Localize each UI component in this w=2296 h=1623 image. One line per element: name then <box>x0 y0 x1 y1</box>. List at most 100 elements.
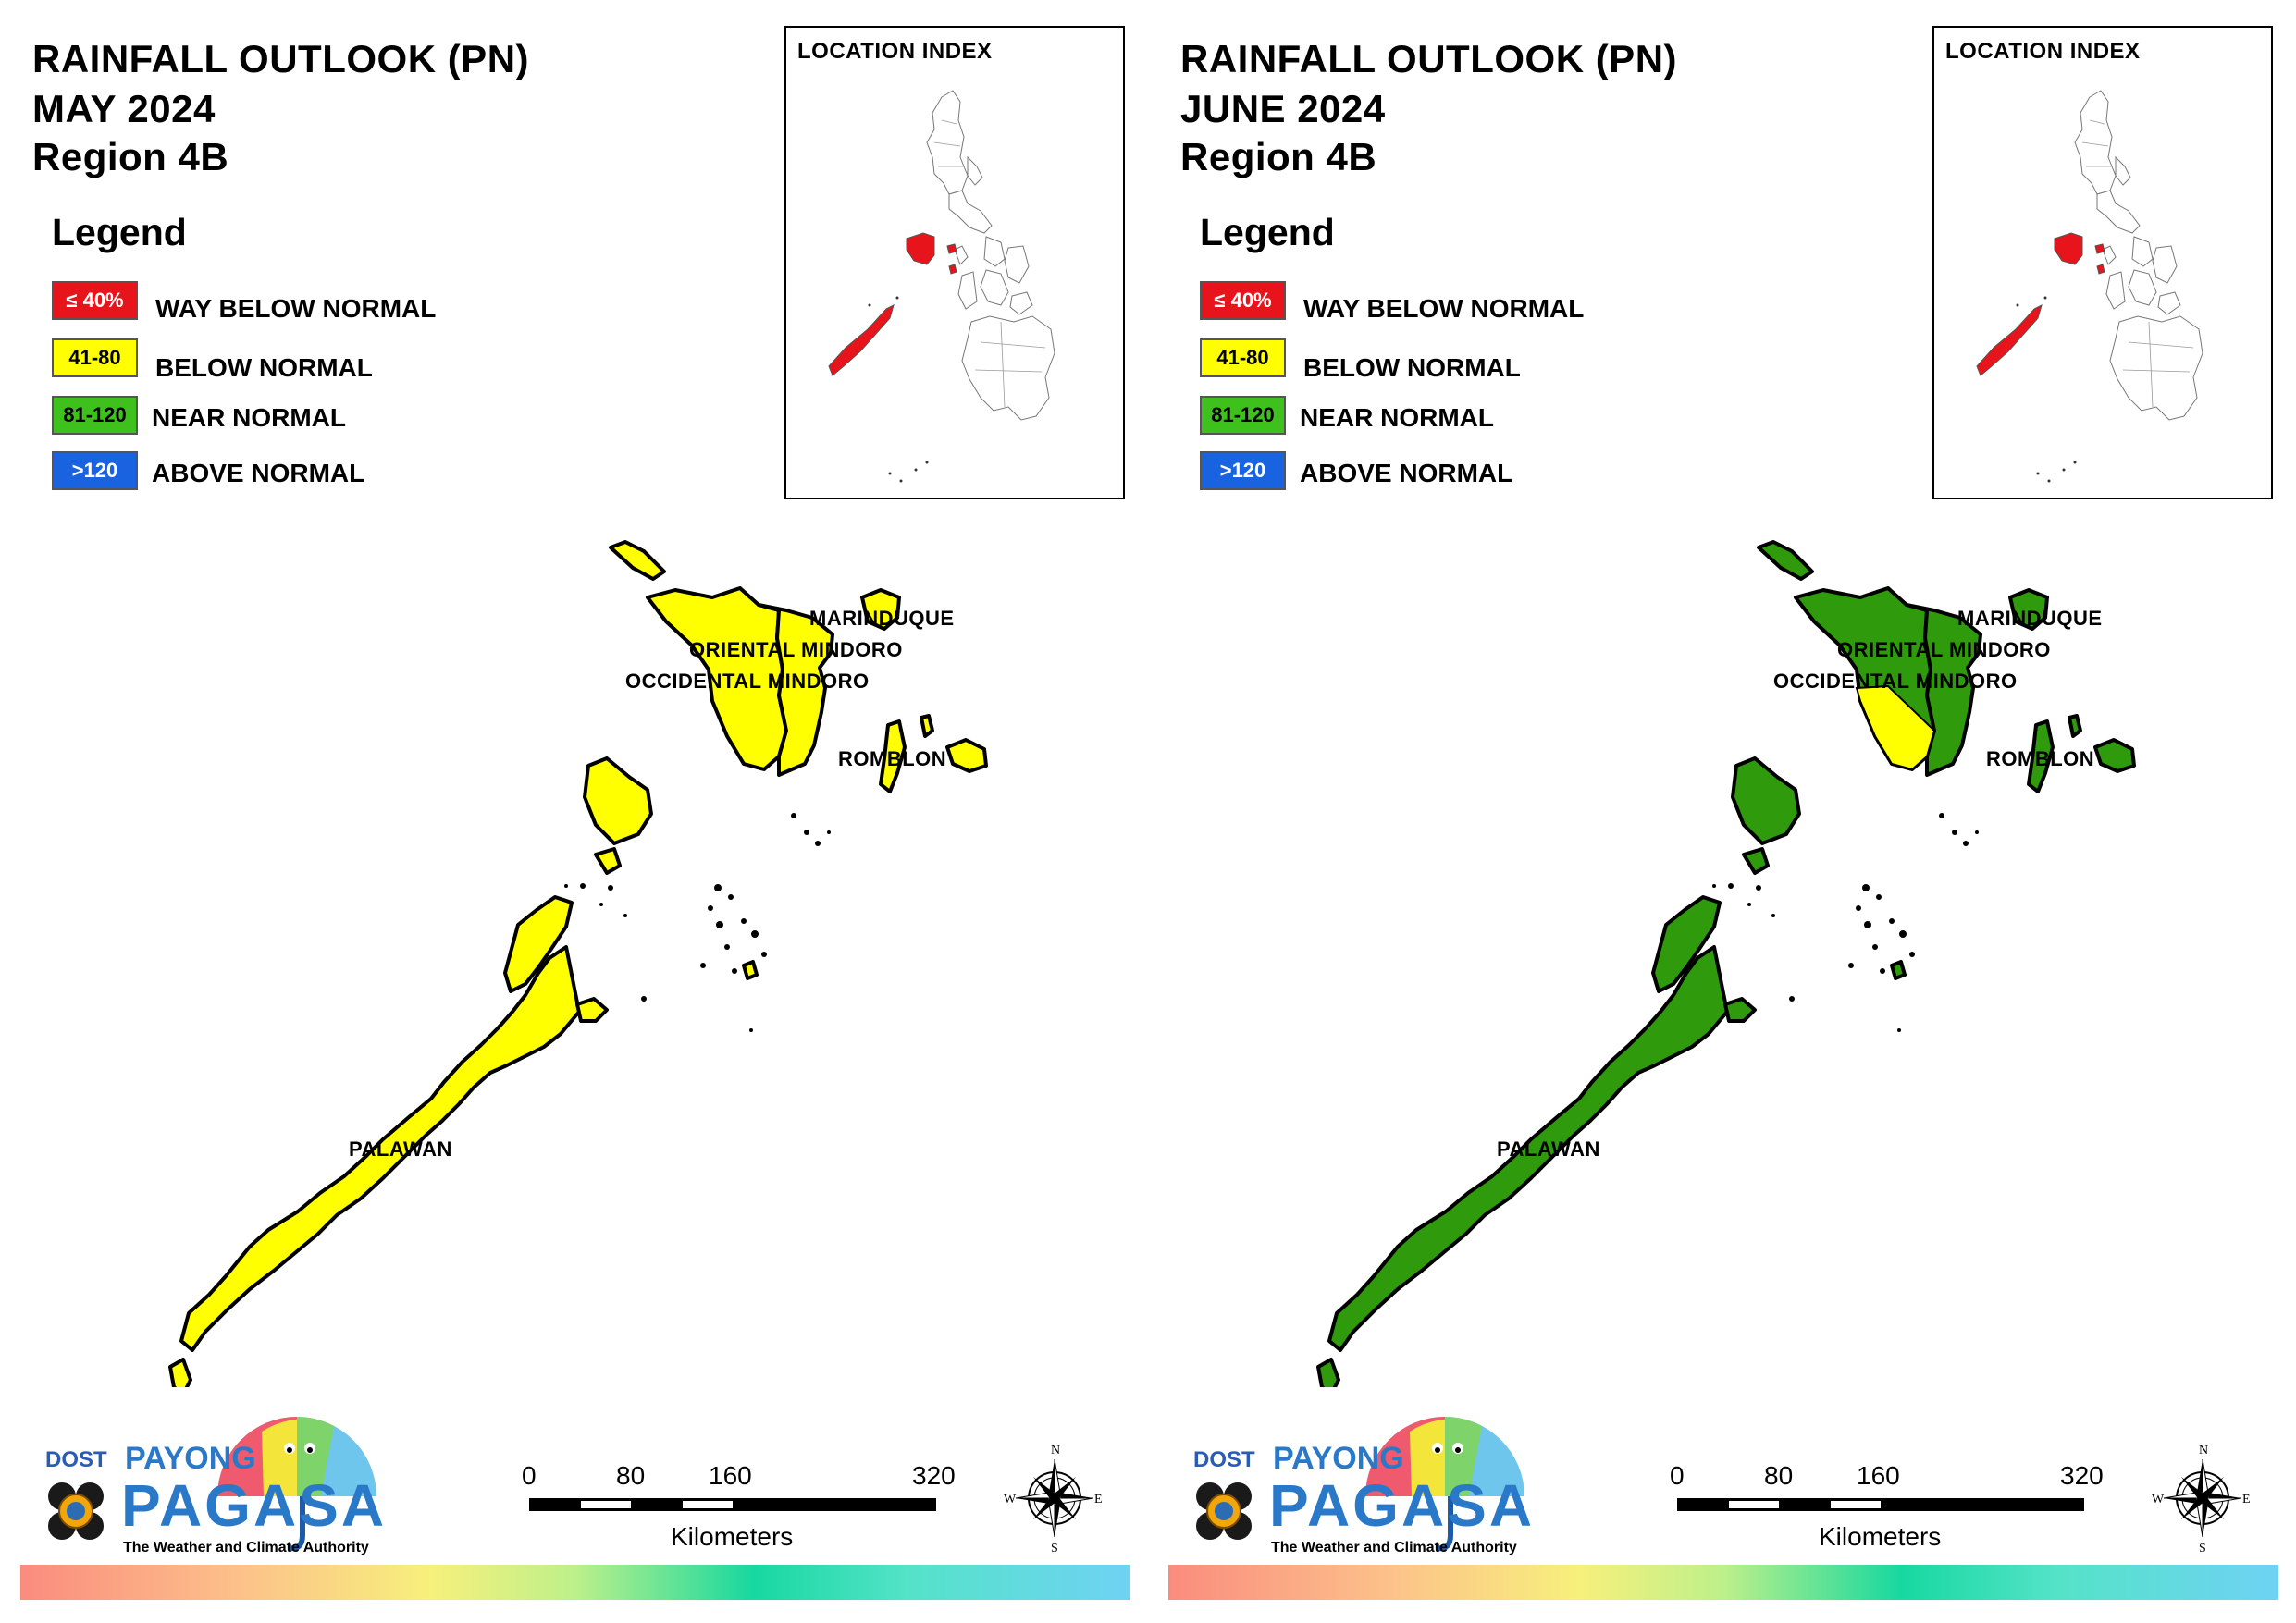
compass-n: N <box>1051 1444 1060 1457</box>
location-index: LOCATION INDEX <box>1932 26 2273 499</box>
scale-tick-320: 320 <box>912 1461 956 1490</box>
logo-tagline: The Weather and Climate Authority <box>123 1540 369 1555</box>
map-balabac <box>1316 1358 1340 1387</box>
region-map <box>1316 540 2136 1387</box>
outlook-region: Region 4B <box>32 135 229 178</box>
map-southern-mindoro-below-normal <box>1855 684 1936 771</box>
compass-n: N <box>2199 1444 2208 1457</box>
legend-title: Legend <box>1200 211 1335 253</box>
compass-e: E <box>1094 1493 1103 1506</box>
legend-swatch: 81-120 <box>1200 396 1286 435</box>
map-oriental-mindoro <box>1905 603 1982 777</box>
map-marinduque <box>2008 588 2049 631</box>
location-index-title: LOCATION INDEX <box>1945 39 2141 64</box>
scale-tick-0: 0 <box>1670 1461 1685 1490</box>
philippines-locator-map <box>1976 90 2203 483</box>
small-islets <box>1712 813 1979 1032</box>
scale-bar-graphic <box>1677 1498 2084 1511</box>
label-occidental-mindoro: OCCIDENTAL MINDORO <box>625 670 870 693</box>
map-dumaran <box>1723 997 1757 1023</box>
legend-swatch: ≤ 40% <box>52 281 138 320</box>
map-romblon-sibuyan <box>945 738 988 773</box>
logo-dost: DOST <box>1193 1447 1255 1472</box>
compass-s: S <box>1051 1542 1058 1554</box>
label-oriental-mindoro: ORIENTAL MINDORO <box>689 638 903 661</box>
outlook-month: JUNE 2024 <box>1180 87 1386 130</box>
map-north-palawan <box>1651 895 1722 993</box>
philippines-locator-map <box>828 90 1055 483</box>
map-lubang-island <box>1757 540 1814 581</box>
map-busuanga <box>583 756 653 845</box>
compass-w: W <box>1004 1493 1017 1506</box>
scale-bar-graphic <box>529 1498 936 1511</box>
payong-pagasa-logo: DOST PAYONG PAGASA The Weather and Clima… <box>45 1417 387 1555</box>
logo-pagasa: PAGASA <box>1269 1472 1535 1539</box>
scale-tick-0: 0 <box>522 1461 537 1490</box>
map-palawan-main <box>1327 945 1729 1352</box>
legend-swatch: 81-120 <box>52 396 138 435</box>
scale-bar: 0 80 160 320 Kilometers <box>522 1461 962 1563</box>
label-romblon: ROMBLON <box>1986 747 2095 770</box>
panel-may: RAINFALL OUTLOOK (PN) MAY 2024 Region 4B… <box>20 26 1130 1600</box>
legend-label: WAY BELOW NORMAL <box>155 294 437 323</box>
map-balabac <box>168 1358 192 1387</box>
scale-tick-160: 160 <box>709 1461 752 1490</box>
map-busuanga <box>1731 756 1801 845</box>
legend-label: NEAR NORMAL <box>1300 403 1494 432</box>
map-romblon-islet <box>2068 714 2082 738</box>
map-north-palawan <box>503 895 574 993</box>
legend-label: WAY BELOW NORMAL <box>1303 294 1585 323</box>
scale-tick-160: 160 <box>1857 1461 1900 1490</box>
outlook-region: Region 4B <box>1180 135 1377 178</box>
label-palawan: PALAWAN <box>1497 1137 1600 1161</box>
compass-e: E <box>2242 1493 2251 1506</box>
legend-title: Legend <box>52 211 187 253</box>
logo-payong: PAYONG <box>125 1441 256 1476</box>
legend-swatch: 41-80 <box>1200 338 1286 377</box>
map-calauit-islets <box>1742 847 1770 875</box>
scale-units: Kilometers <box>671 1522 794 1551</box>
compass-w: W <box>2152 1493 2165 1506</box>
label-romblon: ROMBLON <box>838 747 947 770</box>
label-palawan: PALAWAN <box>349 1137 452 1161</box>
legend-label: BELOW NORMAL <box>1303 353 1521 382</box>
legend-swatch: ≤ 40% <box>1200 281 1286 320</box>
map-palawan-main <box>179 945 581 1352</box>
label-oriental-mindoro: ORIENTAL MINDORO <box>1837 638 2051 661</box>
scale-tick-320: 320 <box>2060 1461 2104 1490</box>
map-lubang-island <box>609 540 666 581</box>
payong-pagasa-logo: DOST PAYONG PAGASA The Weather and Clima… <box>1193 1417 1535 1555</box>
panel-june: RAINFALL OUTLOOK (PN) JUNE 2024 Region 4… <box>1148 0 2296 1623</box>
brand-gradient-bar <box>1168 1565 2278 1600</box>
small-islets <box>564 813 831 1032</box>
map-romblon-islet <box>920 714 934 738</box>
map-calauit-islets <box>594 847 622 875</box>
legend-swatch: 41-80 <box>52 338 138 377</box>
legend-label: BELOW NORMAL <box>155 353 373 382</box>
map-romblon-tablas <box>879 719 907 793</box>
brand-gradient-bar <box>20 1565 1130 1600</box>
outlook-month: MAY 2024 <box>32 87 216 130</box>
label-occidental-mindoro: OCCIDENTAL MINDORO <box>1773 670 2018 693</box>
map-oriental-mindoro <box>757 603 834 777</box>
outlook-title: RAINFALL OUTLOOK (PN) <box>32 37 530 80</box>
map-cuyo <box>1890 960 1907 980</box>
map-dumaran <box>575 997 609 1023</box>
scale-units: Kilometers <box>1819 1522 1942 1551</box>
north-arrow-compass: N S E W <box>2152 1444 2251 1554</box>
region-map <box>168 540 988 1387</box>
logo-dost: DOST <box>45 1447 107 1472</box>
legend-swatch: >120 <box>1200 451 1286 490</box>
legend-label: ABOVE NORMAL <box>1300 459 1513 487</box>
scale-bar: 0 80 160 320 Kilometers <box>1670 1461 2110 1563</box>
map-romblon-tablas <box>2027 719 2055 793</box>
legend-label: ABOVE NORMAL <box>152 459 365 487</box>
logo-pagasa: PAGASA <box>121 1472 387 1539</box>
scale-tick-80: 80 <box>616 1461 646 1490</box>
compass-s: S <box>2199 1542 2206 1554</box>
logo-tagline: The Weather and Climate Authority <box>1271 1540 1517 1555</box>
label-marinduque: MARINDUQUE <box>1957 607 2103 630</box>
label-marinduque: MARINDUQUE <box>809 607 955 630</box>
scale-tick-80: 80 <box>1764 1461 1794 1490</box>
legend-label: NEAR NORMAL <box>152 403 346 432</box>
